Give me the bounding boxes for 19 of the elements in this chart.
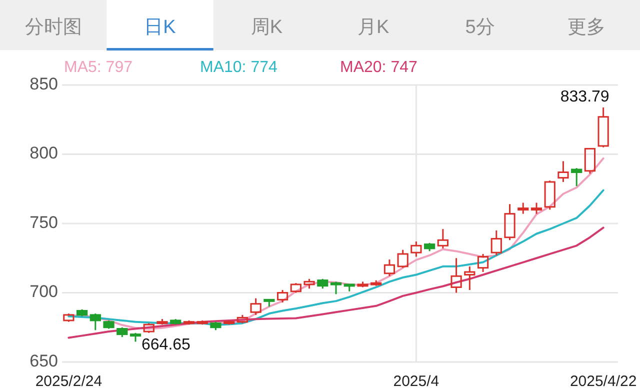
text: 日K — [144, 17, 176, 38]
text: 周K — [250, 17, 283, 38]
text: 更多 — [568, 17, 606, 38]
y-tick-label: 850 — [30, 74, 58, 94]
annotation: 664.65 — [142, 336, 191, 354]
x-tick-label: 2025/2/24 — [35, 373, 102, 389]
annotation: 833.79 — [560, 88, 610, 106]
x-tick-label: 2025/4 — [393, 373, 440, 389]
y-tick-label: 650 — [30, 351, 58, 370]
text: MA20: 747 — [340, 59, 418, 76]
y-tick-label: 700 — [30, 282, 58, 302]
y-tick-label: 800 — [30, 144, 58, 163]
x-tick-label: 2025/4/22 — [570, 373, 637, 389]
text: 分时图 — [24, 17, 82, 38]
text: MA5: 797 — [64, 59, 133, 76]
text: MA10: 774 — [200, 59, 278, 76]
text: 月K — [357, 17, 390, 38]
text: 5分 — [465, 17, 495, 38]
y-tick-label: 750 — [30, 212, 58, 232]
